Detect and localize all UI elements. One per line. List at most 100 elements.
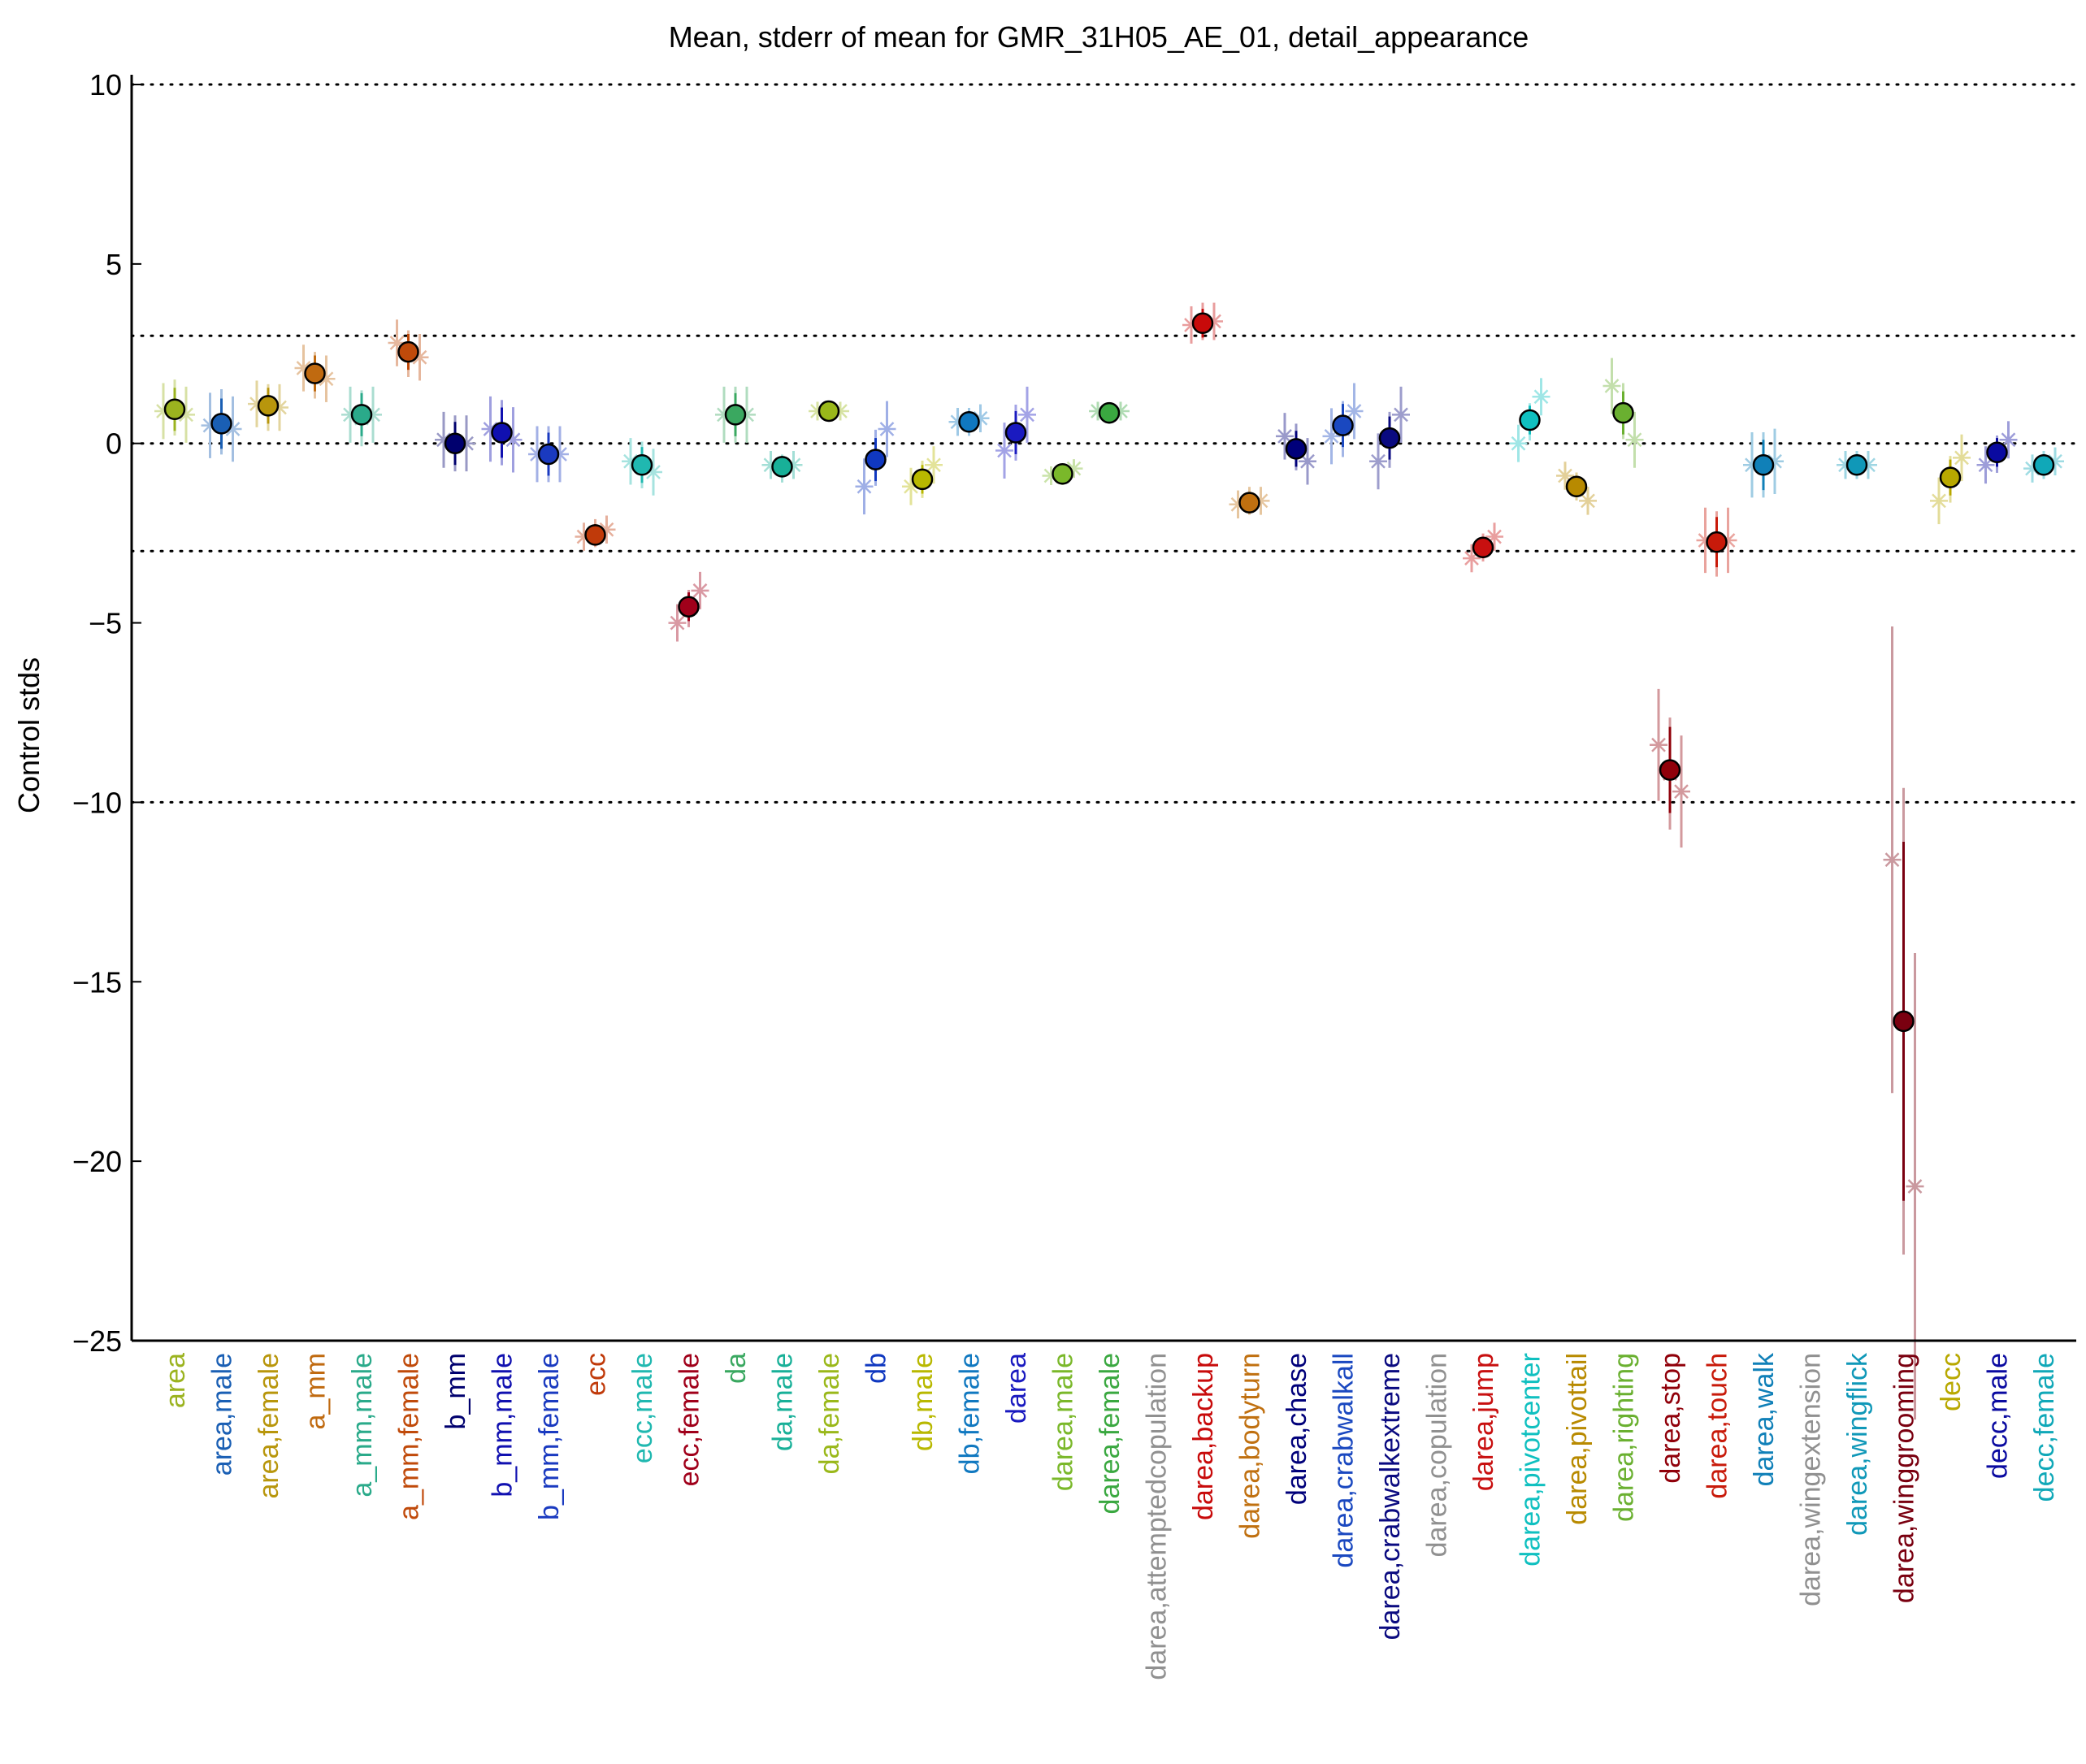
subgroup-star-marker <box>1604 379 1620 393</box>
x-tick-label: db,male <box>908 1353 939 1451</box>
x-tick-label: darea,male <box>1048 1353 1079 1491</box>
subgroup-star-marker <box>879 422 895 436</box>
x-tick-label: decc,female <box>2029 1353 2060 1502</box>
x-tick-label: darea,bodyturn <box>1235 1353 1266 1539</box>
subgroup-star-marker <box>179 407 193 423</box>
subgroup-star-marker <box>1347 404 1362 418</box>
mean-point <box>584 524 606 546</box>
mean-point <box>304 362 326 384</box>
mean-point <box>1004 422 1027 444</box>
subgroup-star-marker <box>997 443 1012 458</box>
subgroup-star-marker <box>1533 389 1549 405</box>
x-tick-label: darea <box>1001 1353 1032 1424</box>
subgroup-star-marker <box>1277 428 1292 444</box>
mean-point <box>771 456 793 478</box>
x-tick-label: da <box>721 1353 752 1384</box>
x-tick-label: darea,backup <box>1188 1353 1219 1520</box>
subgroup-star-marker <box>646 465 661 479</box>
data-marks <box>154 302 2064 1420</box>
x-tick-label: area <box>160 1353 191 1408</box>
x-tick-label: darea,winggrooming <box>1889 1353 1920 1603</box>
mean-point <box>1332 414 1354 436</box>
mean-point <box>1238 492 1260 514</box>
subgroup-star-marker <box>1651 737 1666 752</box>
y-tick-label: 5 <box>106 248 122 281</box>
subgroup-star-marker <box>1511 436 1526 451</box>
mean-point <box>817 400 840 423</box>
mean-point <box>865 449 887 470</box>
subgroup-star-marker <box>1581 493 1595 509</box>
subgroup-star-marker <box>1020 407 1034 423</box>
reference-lines <box>130 83 2078 804</box>
subgroup-star-marker <box>1674 784 1689 800</box>
subgroup-star-marker <box>296 361 311 375</box>
subgroup-star-marker <box>692 583 708 598</box>
x-tick-label: ecc,male <box>627 1353 658 1463</box>
y-tick-label: 10 <box>89 68 122 102</box>
subgroup-star-marker <box>1954 450 1969 466</box>
subgroup-star-marker <box>505 432 521 448</box>
x-tick-label: ecc <box>581 1353 612 1396</box>
subgroup-star-marker <box>412 349 427 365</box>
y-axis-label: Control stds <box>12 657 46 813</box>
x-tick-label: darea,wingextension <box>1796 1353 1827 1606</box>
mean-point <box>1939 466 1962 488</box>
x-axis-category-labels: area area,male area,female a_mm a_mm,male a_m… <box>160 1352 2060 1680</box>
mean-point <box>1472 536 1494 559</box>
mean-point <box>631 453 653 476</box>
subgroup-star-marker <box>1932 493 1946 509</box>
subgroup-star-marker <box>1627 432 1642 448</box>
mean-point <box>1752 453 1775 476</box>
x-tick-label: darea,crabwalkall <box>1329 1353 1360 1568</box>
x-tick-label: darea,pivotcenter <box>1516 1353 1546 1567</box>
mean-point <box>1893 1010 1915 1033</box>
mean-point <box>1612 401 1634 424</box>
mean-point <box>444 432 466 454</box>
mean-point <box>1986 441 2008 464</box>
subgroup-star-marker <box>389 336 405 350</box>
x-tick-label: darea,walk <box>1749 1352 1780 1486</box>
mean-point <box>724 404 747 426</box>
mean-point <box>397 340 419 363</box>
x-tick-label: darea,female <box>1095 1353 1125 1514</box>
y-tick-label: 0 <box>106 427 122 461</box>
subgroup-star-marker <box>1978 457 1993 473</box>
x-tick-label: b_mm,male <box>488 1353 518 1497</box>
mean-point <box>958 410 980 433</box>
x-tick-label: ecc,female <box>674 1353 705 1486</box>
subgroup-star-marker <box>1558 468 1572 483</box>
subgroup-star-marker <box>225 422 241 436</box>
mean-point <box>678 596 700 618</box>
x-tick-label: area,female <box>254 1353 284 1499</box>
mean-point <box>210 413 232 435</box>
mean-point <box>1285 438 1308 460</box>
mean-point <box>911 468 934 491</box>
x-tick-label: da,female <box>814 1353 845 1474</box>
x-tick-label: a_mm,male <box>347 1353 378 1497</box>
mean-point <box>1565 475 1588 497</box>
x-tick-label: darea,pivottail <box>1562 1353 1593 1525</box>
x-tick-label: a_mm,female <box>394 1353 425 1520</box>
mean-point <box>350 404 373 426</box>
x-tick-label: darea,stop <box>1655 1353 1686 1484</box>
x-tick-label: darea,copulation <box>1422 1353 1453 1557</box>
x-tick-label: decc <box>1936 1353 1967 1411</box>
x-tick-label: b_mm,female <box>534 1353 565 1520</box>
x-tick-label: darea,attemptedcopulation <box>1142 1353 1173 1680</box>
x-tick-label: darea,touch <box>1702 1353 1733 1499</box>
mean-point <box>163 398 186 421</box>
x-tick-label: a_mm <box>301 1353 332 1429</box>
y-tick-label: −15 <box>72 965 122 999</box>
x-tick-label: db <box>861 1353 892 1384</box>
subgroup-star-marker <box>2001 432 2016 448</box>
subgroup-star-marker <box>670 615 685 631</box>
subgroup-star-marker <box>1300 453 1315 469</box>
x-tick-label: darea,jump <box>1468 1353 1499 1491</box>
x-tick-label: da,male <box>768 1353 799 1451</box>
mean-point <box>1659 759 1681 781</box>
subgroup-star-marker <box>1884 852 1900 867</box>
x-tick-label: decc,male <box>1983 1353 2014 1479</box>
mean-point <box>1191 312 1214 334</box>
x-tick-label: darea,chase <box>1282 1353 1312 1505</box>
